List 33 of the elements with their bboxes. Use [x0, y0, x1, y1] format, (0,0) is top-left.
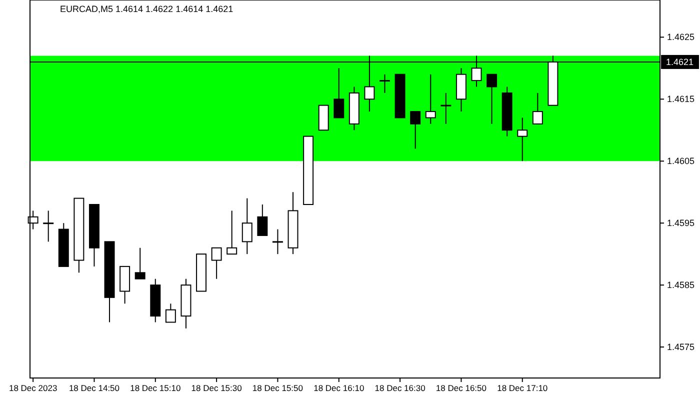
x-tick-label: 18 Dec 16:10 [314, 383, 364, 394]
x-tick-label: 18 Dec 15:50 [252, 383, 304, 394]
y-tick-label: 1.4585 [667, 280, 695, 290]
candlestick [440, 92, 452, 124]
x-tick-label: 18 Dec 15:10 [130, 383, 181, 394]
candlestick [226, 210, 238, 255]
candlestick [43, 210, 54, 242]
candlestick [486, 74, 498, 124]
candlestick [532, 92, 543, 124]
candlestick [517, 117, 528, 162]
candlestick [134, 247, 146, 280]
candlestick [211, 247, 222, 280]
ref-line-label: 1.4621 [666, 57, 694, 68]
x-tick-label: 18 Dec 14:50 [68, 383, 120, 394]
y-tick-label: 1.4625 [667, 32, 695, 42]
candlestick [425, 74, 436, 124]
candlestick [257, 204, 268, 236]
x-tick-label: 18 Dec 2023 [8, 383, 58, 394]
chart-title: EURCAD,M5 1.4614 1.4622 1.4614 1.4621 [60, 4, 234, 14]
x-tick-label: 18 Dec 17:10 [497, 383, 548, 394]
candlestick [165, 303, 176, 323]
x-tick-label: 18 Dec 16:50 [436, 383, 487, 394]
x-tick-label: 18 Dec 15:30 [191, 383, 242, 394]
candlestick [242, 198, 252, 255]
y-tick-label: 1.4615 [667, 94, 695, 104]
candlestick [410, 111, 421, 150]
candlestick [272, 228, 283, 255]
y-tick-label: 1.4595 [667, 218, 695, 228]
candlestick [334, 68, 344, 118]
y-tick-label: 1.4575 [667, 342, 695, 352]
x-tick-label: 18 Dec 16:30 [374, 383, 426, 394]
y-tick-label: 1.4605 [667, 156, 695, 166]
candlestick [380, 74, 390, 94]
